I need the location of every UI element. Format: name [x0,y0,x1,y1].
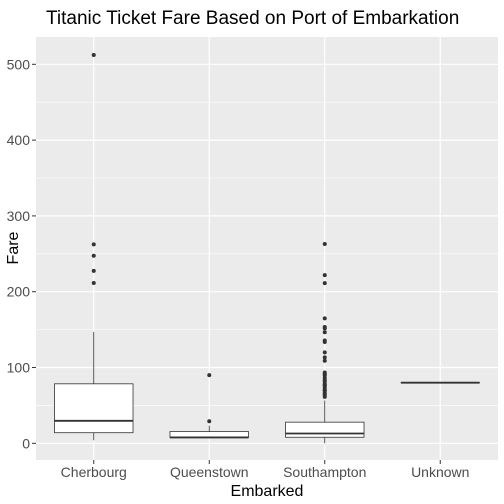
outlier-point [91,253,96,258]
x-tick-label: Southampton [283,464,366,480]
outlier-point [322,355,327,360]
chart-title: Titanic Ticket Fare Based on Port of Emb… [46,8,459,29]
outlier-point [91,268,96,273]
outlier-point [322,394,327,399]
x-tick-label: Queenstown [170,464,249,480]
boxes-layer [54,52,480,444]
y-axis-title: Fare [5,231,22,264]
outlier-point [322,273,327,278]
outlier-point [91,242,96,247]
outlier-point [322,330,327,335]
outlier-point [91,52,96,57]
outlier-point [322,281,327,286]
y-tick-label: 200 [7,284,31,300]
outlier-point [322,241,327,246]
box-queenstown [169,373,249,439]
y-tick-label: 300 [7,208,31,224]
iqr-box [54,383,134,434]
x-axis: Cherbourg Queenstown Southampton Unknown [61,460,469,480]
outlier-point [322,350,327,355]
outlier-point [91,280,96,285]
y-axis: 0 100 200 300 400 500 [7,56,36,451]
outlier-point [322,316,327,321]
iqr-box [285,421,365,438]
y-tick-label: 500 [7,56,31,72]
outlier-point [207,419,212,424]
y-tick-label: 100 [7,360,31,376]
y-tick-label: 400 [7,132,31,148]
outlier-point [207,373,212,378]
box-southampton [285,241,365,444]
y-tick-label: 0 [22,435,30,451]
outlier-point [322,358,327,363]
outlier-point [322,339,327,344]
major-gridlines [36,37,498,460]
outlier-point [322,326,327,331]
x-axis-title: Embarked [231,483,304,500]
x-tick-label: Cherbourg [61,464,127,480]
x-tick-label: Unknown [411,464,469,480]
box-cherbourg [54,52,134,441]
